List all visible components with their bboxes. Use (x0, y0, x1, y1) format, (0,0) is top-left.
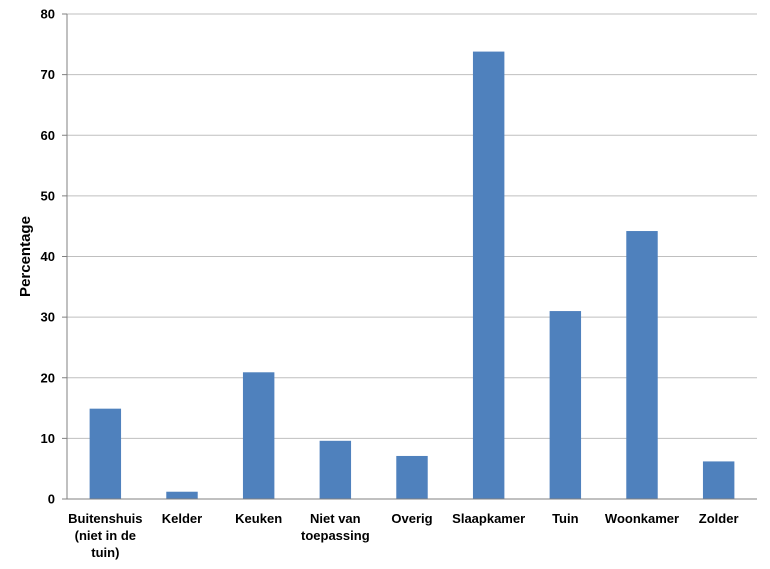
y-tick-label: 40 (41, 249, 55, 264)
x-category-label: Niet van toepassing (301, 511, 370, 543)
x-category-label: Keuken (235, 511, 282, 526)
y-tick-label: 60 (41, 128, 55, 143)
x-category-label: Tuin (552, 511, 579, 526)
y-axis-title: Percentage (17, 216, 34, 297)
x-category-label: Woonkamer (605, 511, 679, 526)
bar (626, 231, 658, 499)
y-tick-label: 20 (41, 370, 55, 385)
x-category-label: Slaapkamer (452, 511, 525, 526)
bar (166, 491, 198, 499)
axes (62, 13, 757, 500)
y-tick-label: 50 (41, 188, 55, 203)
bar (242, 372, 275, 499)
y-tick-label: 10 (41, 431, 55, 446)
y-tick-label: 0 (48, 492, 55, 507)
y-tick-label: 70 (41, 67, 55, 82)
bar (549, 311, 582, 499)
bar (472, 51, 505, 500)
x-category-labels: Buitenshuis (niet in de tuin) Kelder Keuken N… (68, 511, 738, 560)
y-tick-labels: 0 10 20 30 40 50 60 70 80 (41, 7, 55, 507)
bar (89, 408, 122, 499)
gridlines (67, 13, 757, 439)
x-category-label: Zolder (699, 511, 739, 526)
bar (319, 440, 352, 499)
bars (89, 51, 735, 500)
x-category-label: Kelder (162, 511, 202, 526)
y-tick-label: 30 (41, 310, 55, 325)
x-category-label: Overig (391, 511, 432, 526)
y-tick-label: 80 (41, 7, 55, 22)
bar (702, 461, 735, 499)
x-category-label: Buitenshuis (niet in de tuin) (68, 511, 142, 560)
bar (396, 455, 428, 499)
